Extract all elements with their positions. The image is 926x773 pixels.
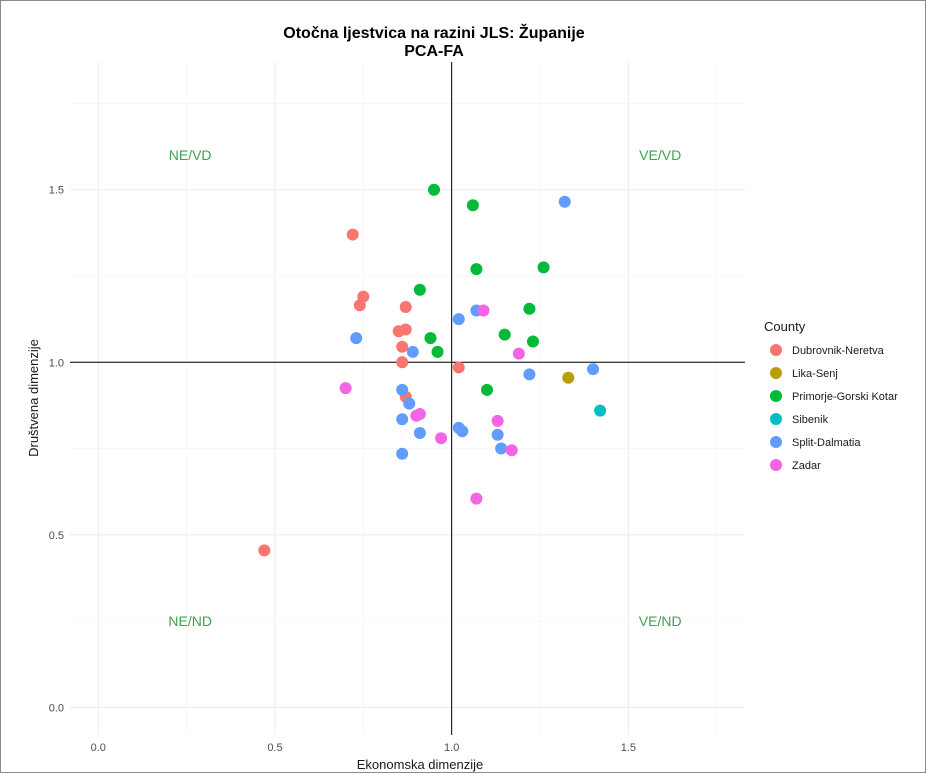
data-point	[339, 382, 352, 395]
data-point	[523, 368, 536, 381]
data-point	[512, 347, 525, 360]
legend: County Dubrovnik-Neretva Lika-Senj Primorj…	[764, 319, 898, 472]
series-dubrovnik-neretva	[258, 228, 465, 557]
data-point	[491, 414, 504, 427]
series-split-dalmatia	[350, 195, 600, 460]
data-point	[456, 425, 469, 438]
data-point	[399, 323, 412, 336]
series-lika-senj	[562, 371, 575, 384]
data-point	[410, 409, 423, 422]
y-tick-label: 0.0	[49, 702, 64, 714]
data-point	[435, 432, 448, 445]
data-point	[481, 383, 494, 396]
data-point	[424, 332, 437, 345]
x-tick-label: 0.0	[91, 742, 106, 754]
y-axis-label: Društvena dimenzije	[26, 339, 41, 457]
series-sibenik	[594, 404, 607, 417]
legend-label: Lika-Senj	[792, 368, 838, 380]
data-point	[587, 363, 600, 376]
y-tick-label: 1.0	[49, 357, 64, 369]
data-point	[470, 263, 483, 276]
legend-label: Sibenik	[792, 414, 829, 426]
data-point	[523, 302, 536, 315]
series-primorje-gorski-kotar	[413, 183, 550, 396]
legend-label: Split-Dalmatia	[792, 437, 861, 449]
quadrant-labels: NE/VD VE/VD NE/ND VE/ND	[168, 147, 681, 629]
data-point	[396, 356, 409, 369]
data-point	[470, 492, 483, 505]
data-point	[491, 428, 504, 441]
data-point	[357, 290, 370, 303]
legend-key	[770, 459, 782, 471]
quadrant-label: VE/ND	[639, 613, 682, 629]
data-point	[505, 444, 518, 457]
data-point	[558, 195, 571, 208]
axis-ticks: 0.0 0.5 1.0 1.5 0.0 0.5 1.0 1.5	[49, 185, 636, 754]
y-tick-label: 1.5	[49, 185, 64, 197]
legend-key	[770, 436, 782, 448]
data-point	[396, 413, 409, 426]
data-points	[258, 183, 607, 557]
quadrant-label: NE/VD	[169, 147, 212, 163]
data-point	[406, 345, 419, 358]
legend-key	[770, 413, 782, 425]
data-point	[452, 361, 465, 374]
data-point	[537, 261, 550, 274]
data-point	[396, 340, 409, 353]
quadrant-label: NE/ND	[168, 613, 212, 629]
data-point	[396, 383, 409, 396]
x-tick-label: 0.5	[267, 742, 282, 754]
data-point	[403, 397, 416, 410]
data-point	[452, 313, 465, 326]
x-axis-label: Ekonomska dimenzije	[357, 757, 483, 772]
data-point	[428, 183, 441, 196]
data-point	[431, 345, 444, 358]
legend-title: County	[764, 319, 806, 334]
data-point	[498, 328, 511, 341]
legend-key	[770, 344, 782, 356]
x-tick-label: 1.0	[444, 742, 459, 754]
data-point	[350, 332, 363, 345]
data-point	[562, 371, 575, 384]
data-point	[413, 283, 426, 296]
series-zadar	[339, 304, 525, 505]
legend-label: Zadar	[792, 460, 821, 472]
x-tick-label: 1.5	[621, 742, 636, 754]
data-point	[477, 304, 490, 317]
legend-label: Primorje-Gorski Kotar	[792, 391, 898, 403]
data-point	[396, 447, 409, 460]
legend-key	[770, 367, 782, 379]
data-point	[495, 442, 508, 455]
data-point	[526, 335, 539, 348]
data-point	[346, 228, 359, 241]
legend-key	[770, 390, 782, 402]
data-point	[466, 199, 479, 212]
y-tick-label: 0.5	[49, 530, 64, 542]
data-point	[594, 404, 607, 417]
legend-label: Dubrovnik-Neretva	[792, 345, 885, 357]
chart-title: Otočna ljestvica na razini JLS: Županije	[283, 23, 585, 42]
chart-subtitle: PCA-FA	[404, 43, 464, 60]
data-point	[399, 301, 412, 314]
data-point	[413, 427, 426, 440]
quadrant-label: VE/VD	[639, 147, 681, 163]
data-point	[258, 544, 271, 557]
